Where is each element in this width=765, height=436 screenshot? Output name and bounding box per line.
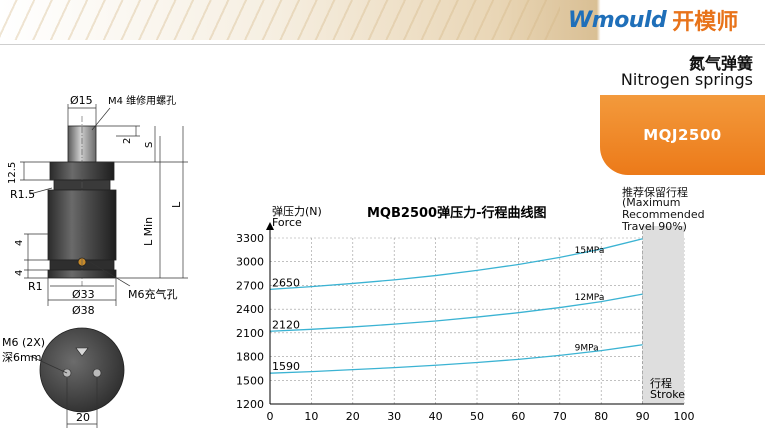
chart-title: MQB2500弹压力-行程曲线图 xyxy=(367,205,546,221)
model-badge: MQJ2500 xyxy=(600,95,765,175)
x-tick-label: 40 xyxy=(429,410,443,423)
series-line-12MPa xyxy=(269,293,643,332)
chart-axes: 0 10 20 30 40 50 60 70 80 90 100 1200 1500 1800 2100 24… xyxy=(236,222,695,423)
x-tick-label: 90 xyxy=(636,410,650,423)
bottom-view-disk xyxy=(39,327,125,413)
chart-series: 15MPa 2650 12MPa 2120 9MPa 1590 xyxy=(269,238,643,374)
y-label-en: Force xyxy=(272,216,302,229)
series-start-label: 1590 xyxy=(272,360,300,373)
dim-2: 2 xyxy=(122,138,133,144)
y-axis-arrow-icon xyxy=(266,222,274,230)
charge-port-label: M6充气孔 xyxy=(128,287,178,301)
dim-4a: 4 xyxy=(14,240,25,246)
dim-12-5: 12.5 xyxy=(7,162,18,184)
x-label-cn: 行程 xyxy=(650,377,672,390)
x-label-en: Stroke xyxy=(650,388,685,401)
bottom-depth-label: 深6mm xyxy=(2,351,41,364)
product-name-cn: 氮气弹簧 xyxy=(688,54,753,73)
y-tick-label: 3300 xyxy=(236,232,264,245)
dim-dia-33: Ø33 xyxy=(72,288,95,301)
series-line-9MPa xyxy=(269,344,643,374)
series-line-15MPa xyxy=(269,238,643,291)
brand-logo[interactable]: Wmould 开模师 xyxy=(568,6,739,36)
x-tick-label: 0 xyxy=(267,410,274,423)
series-start-label: 2650 xyxy=(272,276,300,289)
x-tick-label: 60 xyxy=(511,410,525,423)
header-banner xyxy=(0,0,765,40)
force-stroke-chart: 15MPa 2650 12MPa 2120 9MPa 1590 0 10 20 30 40 50 60… xyxy=(236,204,695,423)
model-number: MQJ2500 xyxy=(643,126,722,144)
header-stripes xyxy=(0,0,560,40)
dim-l-min: L Min xyxy=(142,217,155,246)
y-tick-label: 2100 xyxy=(236,327,264,340)
dim-thread-note: M4 维修用螺孔 xyxy=(108,94,176,107)
y-tick-label: 2700 xyxy=(236,279,264,292)
technical-drawing: Ø15 M4 维修用螺孔 2 S 12.5 R1.5 L Min L 4 4 R… xyxy=(2,94,188,428)
series-label: 12MPa xyxy=(575,293,605,303)
x-tick-label: 50 xyxy=(470,410,484,423)
x-tick-label: 20 xyxy=(346,410,360,423)
product-name-en: Nitrogen springs xyxy=(620,70,753,89)
x-tick-label: 30 xyxy=(387,410,401,423)
dim-dia-38: Ø38 xyxy=(72,304,95,317)
dim-r1-5: R1.5 xyxy=(10,188,35,201)
series-start-label: 2120 xyxy=(272,318,300,331)
port-marker-icon xyxy=(75,347,89,357)
dim-dia-15: Ø15 xyxy=(70,94,93,107)
series-label: 15MPa xyxy=(575,246,605,256)
bottom-thread-label: M6 (2X) xyxy=(2,336,45,349)
brand-name-cn: 开模师 xyxy=(672,10,739,35)
header-divider xyxy=(0,44,765,45)
x-tick-label: 80 xyxy=(594,410,608,423)
recommended-travel-label-cn: 推荐保留行程 xyxy=(622,186,688,199)
y-tick-label: 1500 xyxy=(236,374,264,387)
recommended-travel-label-en: (Maximum Recommended Travel 90%) xyxy=(622,196,705,233)
y-label-cn: 弹压力(N) xyxy=(272,204,322,218)
x-tick-label: 70 xyxy=(553,410,567,423)
brand-name-en: Wmould xyxy=(568,7,667,33)
dim-l: L xyxy=(170,201,183,208)
recommended-travel-region xyxy=(642,226,684,404)
dim-r1: R1 xyxy=(28,280,43,293)
y-tick-label: 1200 xyxy=(236,398,264,411)
dim-4b: 4 xyxy=(14,270,25,276)
dim-s: S xyxy=(144,142,155,148)
x-tick-label: 100 xyxy=(674,410,695,423)
dim-20: 20 xyxy=(76,411,90,424)
y-tick-label: 2400 xyxy=(236,303,264,316)
y-tick-label: 3000 xyxy=(236,256,264,269)
y-tick-label: 1800 xyxy=(236,351,264,364)
x-tick-label: 10 xyxy=(304,410,318,423)
chart-grid xyxy=(269,226,685,405)
series-label: 9MPa xyxy=(575,344,599,354)
